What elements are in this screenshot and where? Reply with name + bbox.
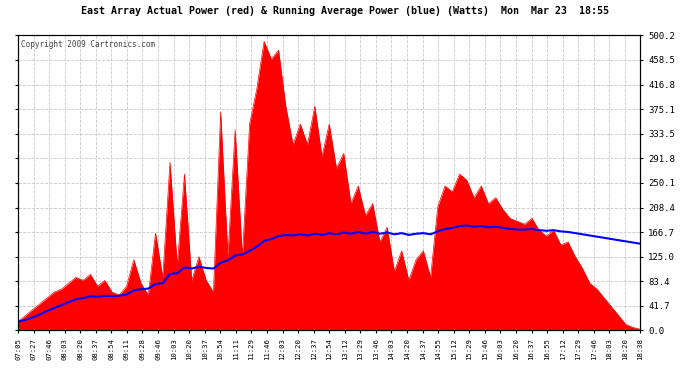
Text: Copyright 2009 Cartronics.com: Copyright 2009 Cartronics.com [21,40,155,49]
Text: East Array Actual Power (red) & Running Average Power (blue) (Watts)  Mon  Mar 2: East Array Actual Power (red) & Running … [81,6,609,16]
